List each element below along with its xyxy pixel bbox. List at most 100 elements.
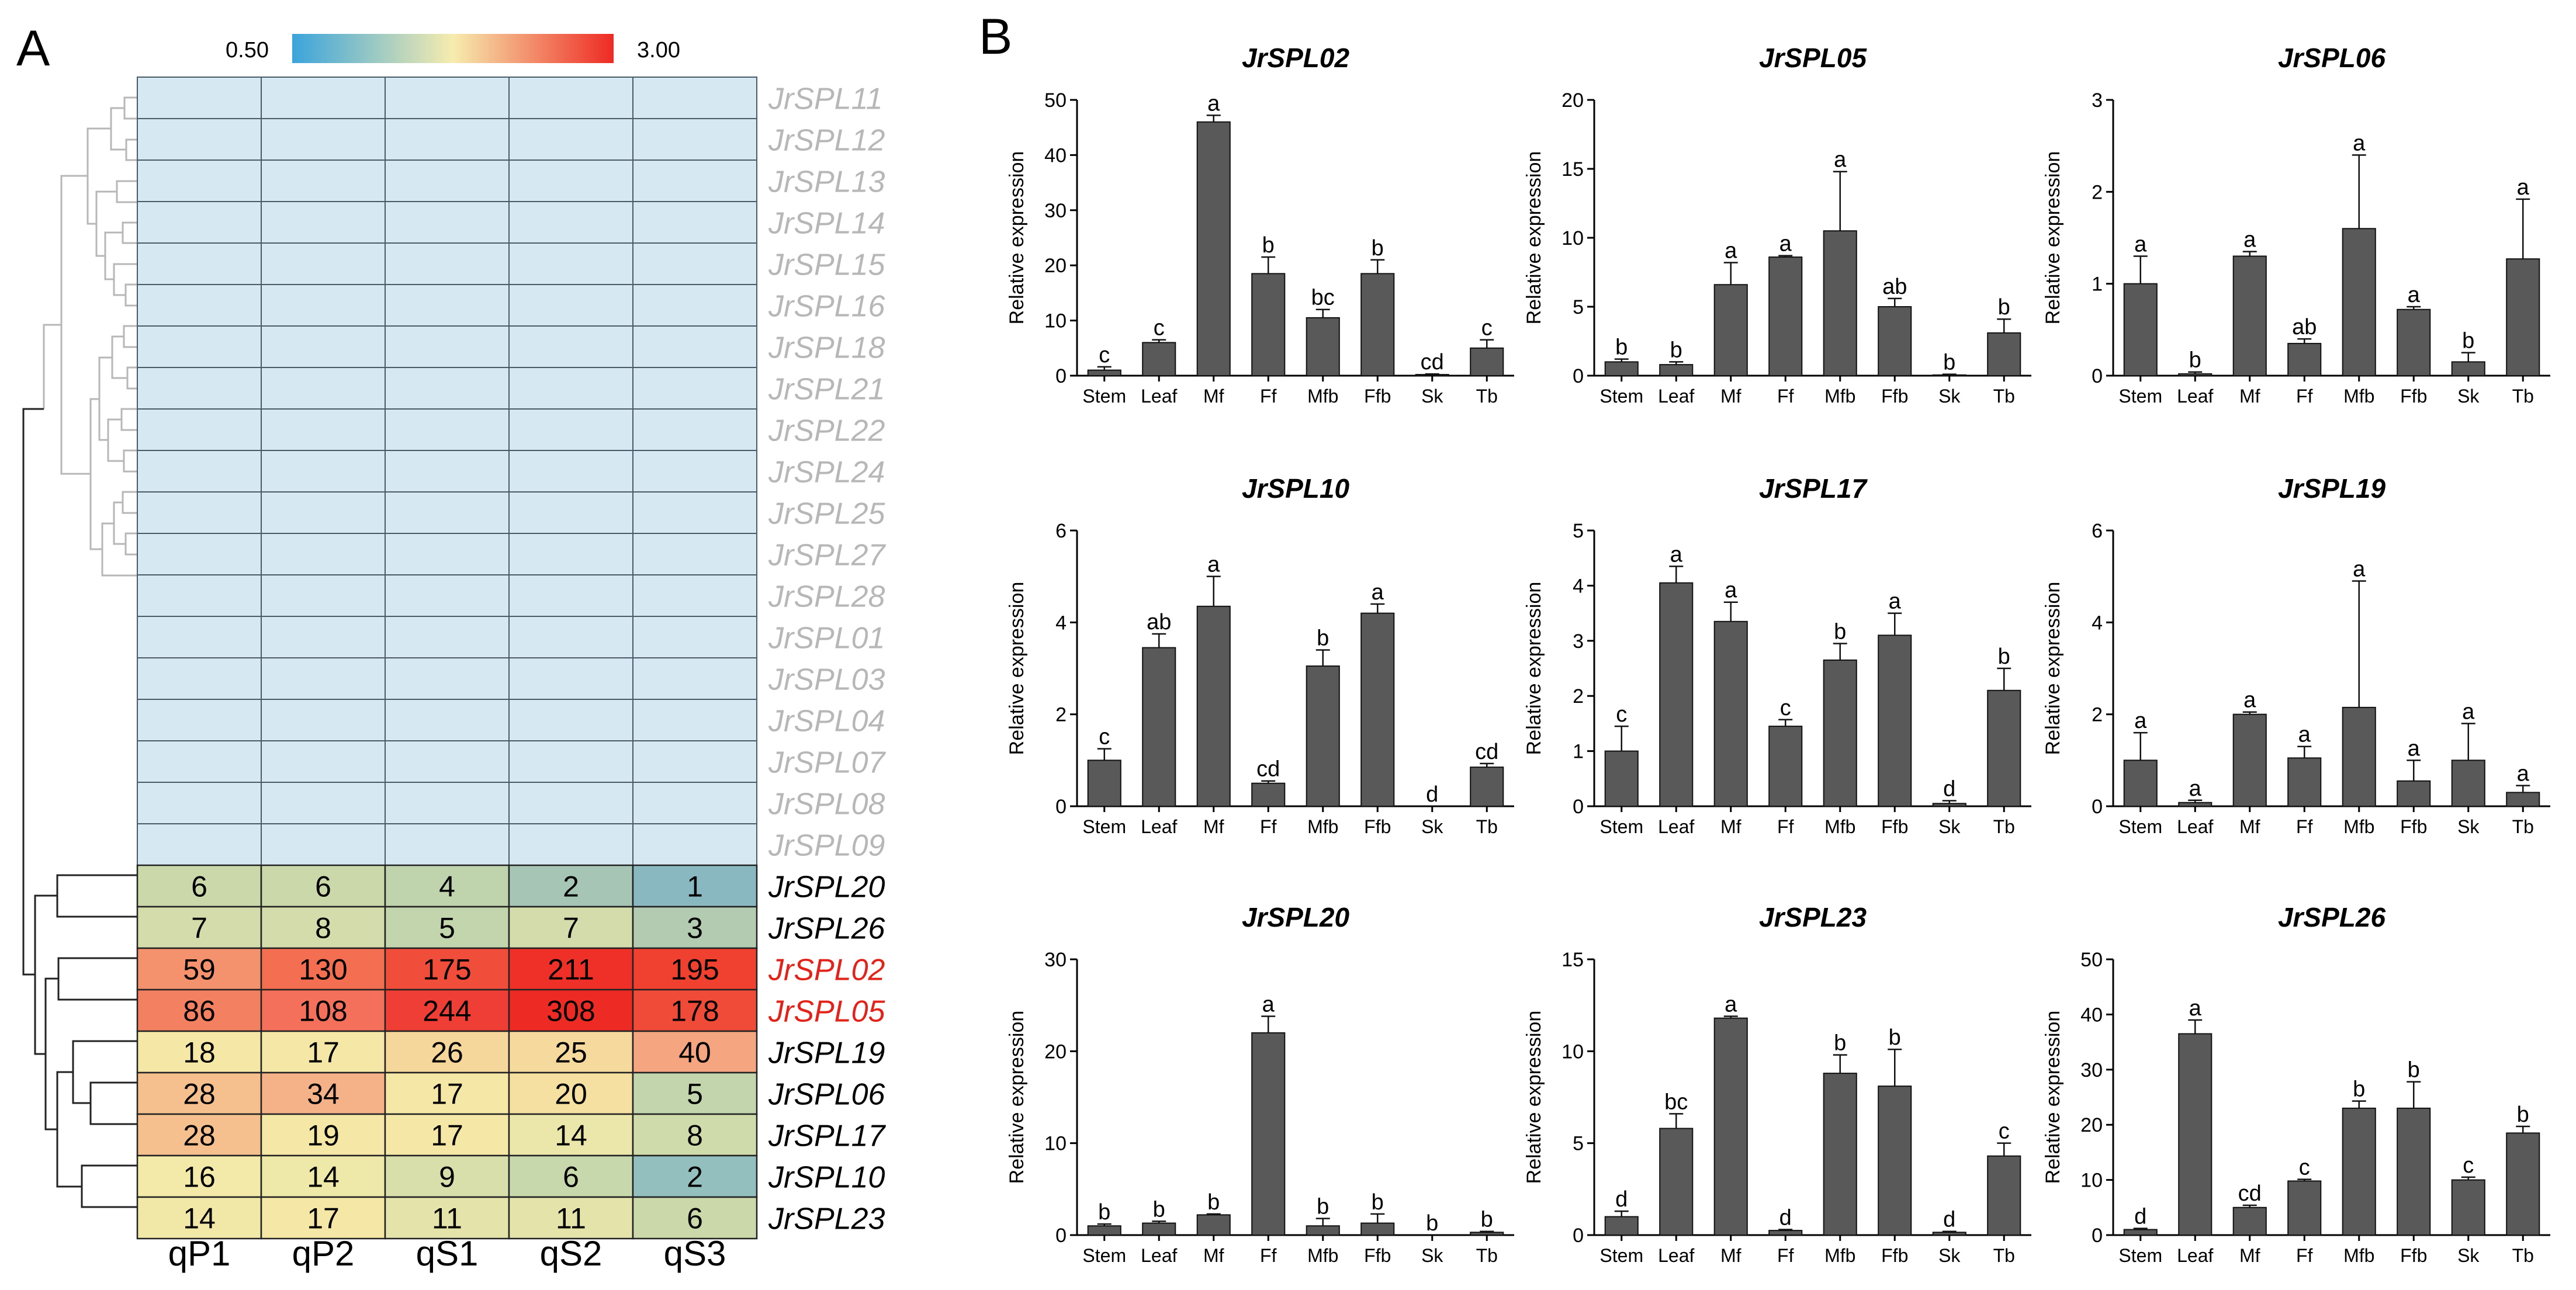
heatmap-cell	[136, 989, 262, 1032]
bar	[2397, 780, 2431, 807]
bar	[1932, 1232, 1966, 1236]
x-tick-label: Ffb	[2400, 1245, 2427, 1266]
heatmap-row-labels: JrSPL11 JrSPL12 JrSPL13 JrSPL14 JrSPL15 JrSPL…	[768, 82, 887, 1236]
x-tick-label: Leaf	[2177, 816, 2213, 837]
heatmap-cell	[508, 1071, 634, 1115]
x-tick-label: Mf	[1720, 816, 1741, 837]
bar	[1659, 1128, 1694, 1236]
bar	[1360, 612, 1395, 807]
significance-letter: c	[1481, 316, 1493, 341]
x-tick-label: Mf	[1720, 386, 1741, 407]
significance-letter: a	[2353, 131, 2366, 155]
heatmap-row-label: JrSPL24	[768, 456, 885, 490]
y-tick-label: 1	[1573, 741, 1584, 763]
y-tick-label: 0	[1055, 365, 1067, 387]
chart-title: JrSPL26	[2278, 902, 2386, 932]
significance-letter: b	[1834, 620, 1846, 644]
bar-chart-jrspl19: JrSPL19 0 2 4 6 Relative expression a Stem a Leaf…	[2042, 473, 2550, 837]
significance-letter: d	[1779, 1206, 1792, 1230]
heatmap-column-label: qP1	[168, 1234, 231, 1273]
heatmap-cell-value: 18	[183, 1036, 216, 1069]
bar	[1768, 1230, 1803, 1236]
bar	[1768, 726, 1803, 807]
heatmap-row-label: JrSPL23	[768, 1202, 885, 1236]
bar	[1987, 689, 2021, 807]
y-tick-label: 2	[1055, 704, 1067, 726]
heatmap-cell-value: 244	[423, 995, 471, 1028]
bar	[1470, 1232, 1504, 1236]
significance-letter: b	[2462, 329, 2474, 353]
heatmap-row-label: JrSPL07	[768, 746, 887, 780]
significance-letter: a	[2408, 283, 2421, 307]
x-tick-label: Stem	[1599, 816, 1643, 837]
bar-chart-jrspl02: JrSPL02 0 10 20 30 40 50 Relative expression c St…	[1006, 43, 1514, 407]
bar	[1142, 342, 1176, 376]
heatmap-cell-value: 178	[670, 995, 719, 1028]
heatmap-cell	[632, 1030, 758, 1074]
bar	[1087, 760, 1121, 807]
heatmap-cell	[260, 1196, 386, 1240]
heatmap-cell-value: 6	[315, 871, 331, 903]
significance-letter: a	[2243, 228, 2256, 252]
y-tick-label: 10	[2080, 1170, 2103, 1192]
chart-title: JrSPL06	[2278, 43, 2386, 73]
heatmap-cell-value: 130	[299, 953, 347, 986]
heatmap-cell-value: 108	[299, 995, 347, 1028]
x-tick-label: Mf	[1203, 386, 1224, 407]
bar	[2397, 308, 2431, 376]
significance-letter: a	[1670, 542, 1683, 567]
heatmap-cell	[632, 906, 758, 949]
y-axis-label: Relative expression	[1006, 582, 1028, 755]
x-tick-label: Sk	[1421, 386, 1443, 407]
heatmap-row-label: JrSPL28	[768, 580, 885, 614]
chart-title: JrSPL05	[1759, 43, 1868, 73]
heatmap-column-labels: qP1 qP2 qS1 qS2 qS3	[168, 1234, 726, 1273]
heatmap-cell-value: 308	[546, 995, 595, 1028]
y-tick-label: 10	[1044, 310, 1067, 332]
x-tick-label: Sk	[2457, 816, 2480, 837]
heatmap-cell	[136, 1113, 262, 1157]
x-tick-label: Mfb	[1307, 386, 1338, 407]
x-tick-label: Ffb	[1364, 386, 1391, 407]
significance-letter: a	[2462, 699, 2475, 724]
x-tick-label: Stem	[1082, 1245, 1126, 1266]
significance-letter: a	[1725, 993, 1737, 1017]
y-tick-label: 20	[1044, 255, 1067, 277]
bar	[2342, 1107, 2376, 1236]
y-tick-label: 0	[2092, 796, 2103, 818]
x-tick-label: Stem	[1599, 386, 1643, 407]
significance-letter: a	[2517, 175, 2530, 200]
heatmap-column-label: qS3	[664, 1234, 726, 1273]
bar-chart-jrspl06: JrSPL06 0 1 2 3 Relative expression a Stem b Leaf…	[2042, 43, 2550, 407]
heatmap-cell-value: 4	[439, 871, 455, 903]
x-tick-label: Leaf	[1141, 816, 1177, 837]
chart-title: JrSPL20	[1242, 902, 1350, 932]
y-tick-label: 0	[1055, 796, 1067, 818]
significance-letter: bc	[1664, 1090, 1688, 1114]
chart-title: JrSPL17	[1759, 473, 1868, 504]
heatmap-cell-value: 7	[191, 912, 207, 945]
bar	[1659, 582, 1694, 807]
heatmap-cell-value: 28	[183, 1119, 216, 1152]
heatmap-row-label: JrSPL16	[768, 290, 885, 324]
bar	[2506, 1132, 2540, 1236]
significance-letter: a	[1889, 589, 1902, 614]
heatmap-cell-value: 17	[431, 1119, 463, 1152]
bar	[1878, 306, 1912, 376]
significance-letter: b	[1998, 295, 2010, 320]
x-tick-label: Mfb	[1824, 386, 1855, 407]
y-tick-label: 20	[1561, 89, 1584, 112]
x-tick-label: Sk	[2457, 1245, 2480, 1266]
bar	[2178, 802, 2213, 807]
significance-letter: b	[1615, 335, 1628, 360]
x-tick-label: Tb	[2512, 816, 2534, 837]
significance-letter: ab	[2292, 315, 2317, 339]
bar	[1470, 767, 1504, 807]
heatmap-cell	[632, 1113, 758, 1157]
dendrogram-gray-branches	[43, 96, 137, 577]
heatmap-cell	[260, 947, 386, 991]
heatmap-cell	[508, 864, 634, 908]
y-tick-label: 20	[1044, 1041, 1067, 1063]
